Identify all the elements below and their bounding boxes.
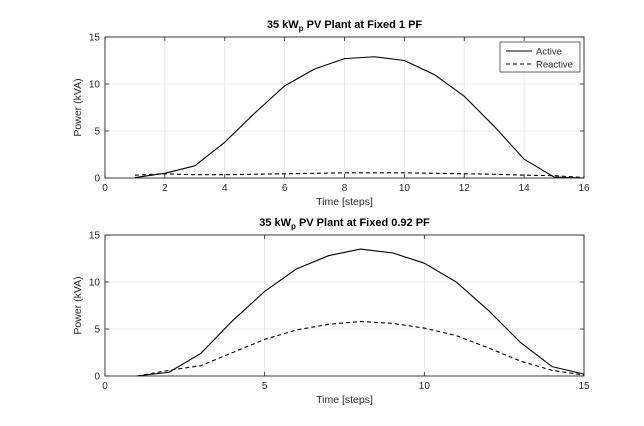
x-tick-label: 6	[282, 183, 288, 194]
bottom-subplot: 0 5 10 15 0 5 10 15 Time [steps] Power (kVA) 35 kW…	[72, 217, 590, 406]
x-axis-label: Time [steps]	[316, 196, 373, 208]
axes-box	[104, 234, 585, 377]
legend-label-active: Active	[536, 47, 562, 58]
y-tick-label: 15	[89, 231, 101, 242]
legend-label-reactive: Reactive	[536, 60, 573, 71]
y-tick-label: 5	[94, 325, 100, 336]
series-line-reactive	[136, 320, 585, 377]
title-prefix: 35 kW	[267, 19, 299, 31]
y-axis-label: Power (kVA)	[72, 78, 84, 136]
y-tick-label: 0	[94, 372, 100, 383]
x-tick-label: 12	[459, 183, 471, 194]
chart-title: 35 kWp PV Plant at Fixed 1 PF	[267, 19, 423, 33]
y-tick-label: 15	[89, 33, 101, 44]
x-tick-label: 5	[262, 381, 268, 392]
x-tick-label: 0	[102, 381, 108, 392]
x-tick-label: 10	[399, 183, 411, 194]
series-line-reactive	[134, 172, 585, 179]
x-axis-label: Time [steps]	[316, 394, 373, 406]
title-suffix: PV Plant at Fixed 0.92 PF	[296, 217, 430, 229]
y-tick-label: 5	[94, 127, 100, 138]
chart-title: 35 kWp PV Plant at Fixed 0.92 PF	[259, 217, 430, 231]
series-line-active	[136, 248, 585, 377]
y-tick-label: 10	[89, 278, 101, 289]
series-line-active	[134, 56, 585, 179]
legend-box	[499, 41, 581, 73]
x-tick-label: 2	[162, 183, 168, 194]
title-subscript: p	[299, 24, 304, 33]
x-tick-label: 10	[419, 381, 431, 392]
x-tick-label: 0	[102, 183, 108, 194]
y-axis-label: Power (kVA)	[72, 276, 84, 334]
y-tick-label: 0	[94, 174, 100, 185]
x-tick-label: 4	[222, 183, 228, 194]
legend: Active Reactive	[499, 41, 581, 73]
title-prefix: 35 kW	[259, 217, 291, 229]
x-tick-label: 14	[519, 183, 531, 194]
title-subscript: p	[291, 222, 296, 231]
x-tick-label: 8	[342, 183, 348, 194]
y-tick-label: 10	[89, 80, 101, 91]
x-tick-label: 15	[578, 381, 590, 392]
title-suffix: PV Plant at Fixed 1 PF	[304, 19, 423, 31]
plot-area	[105, 235, 584, 376]
x-tick-label: 16	[578, 183, 590, 194]
top-subplot: 0 2 4 6 8 10 12 14 16 0 5 10 15 Time [steps] Power (kV…	[72, 19, 590, 208]
